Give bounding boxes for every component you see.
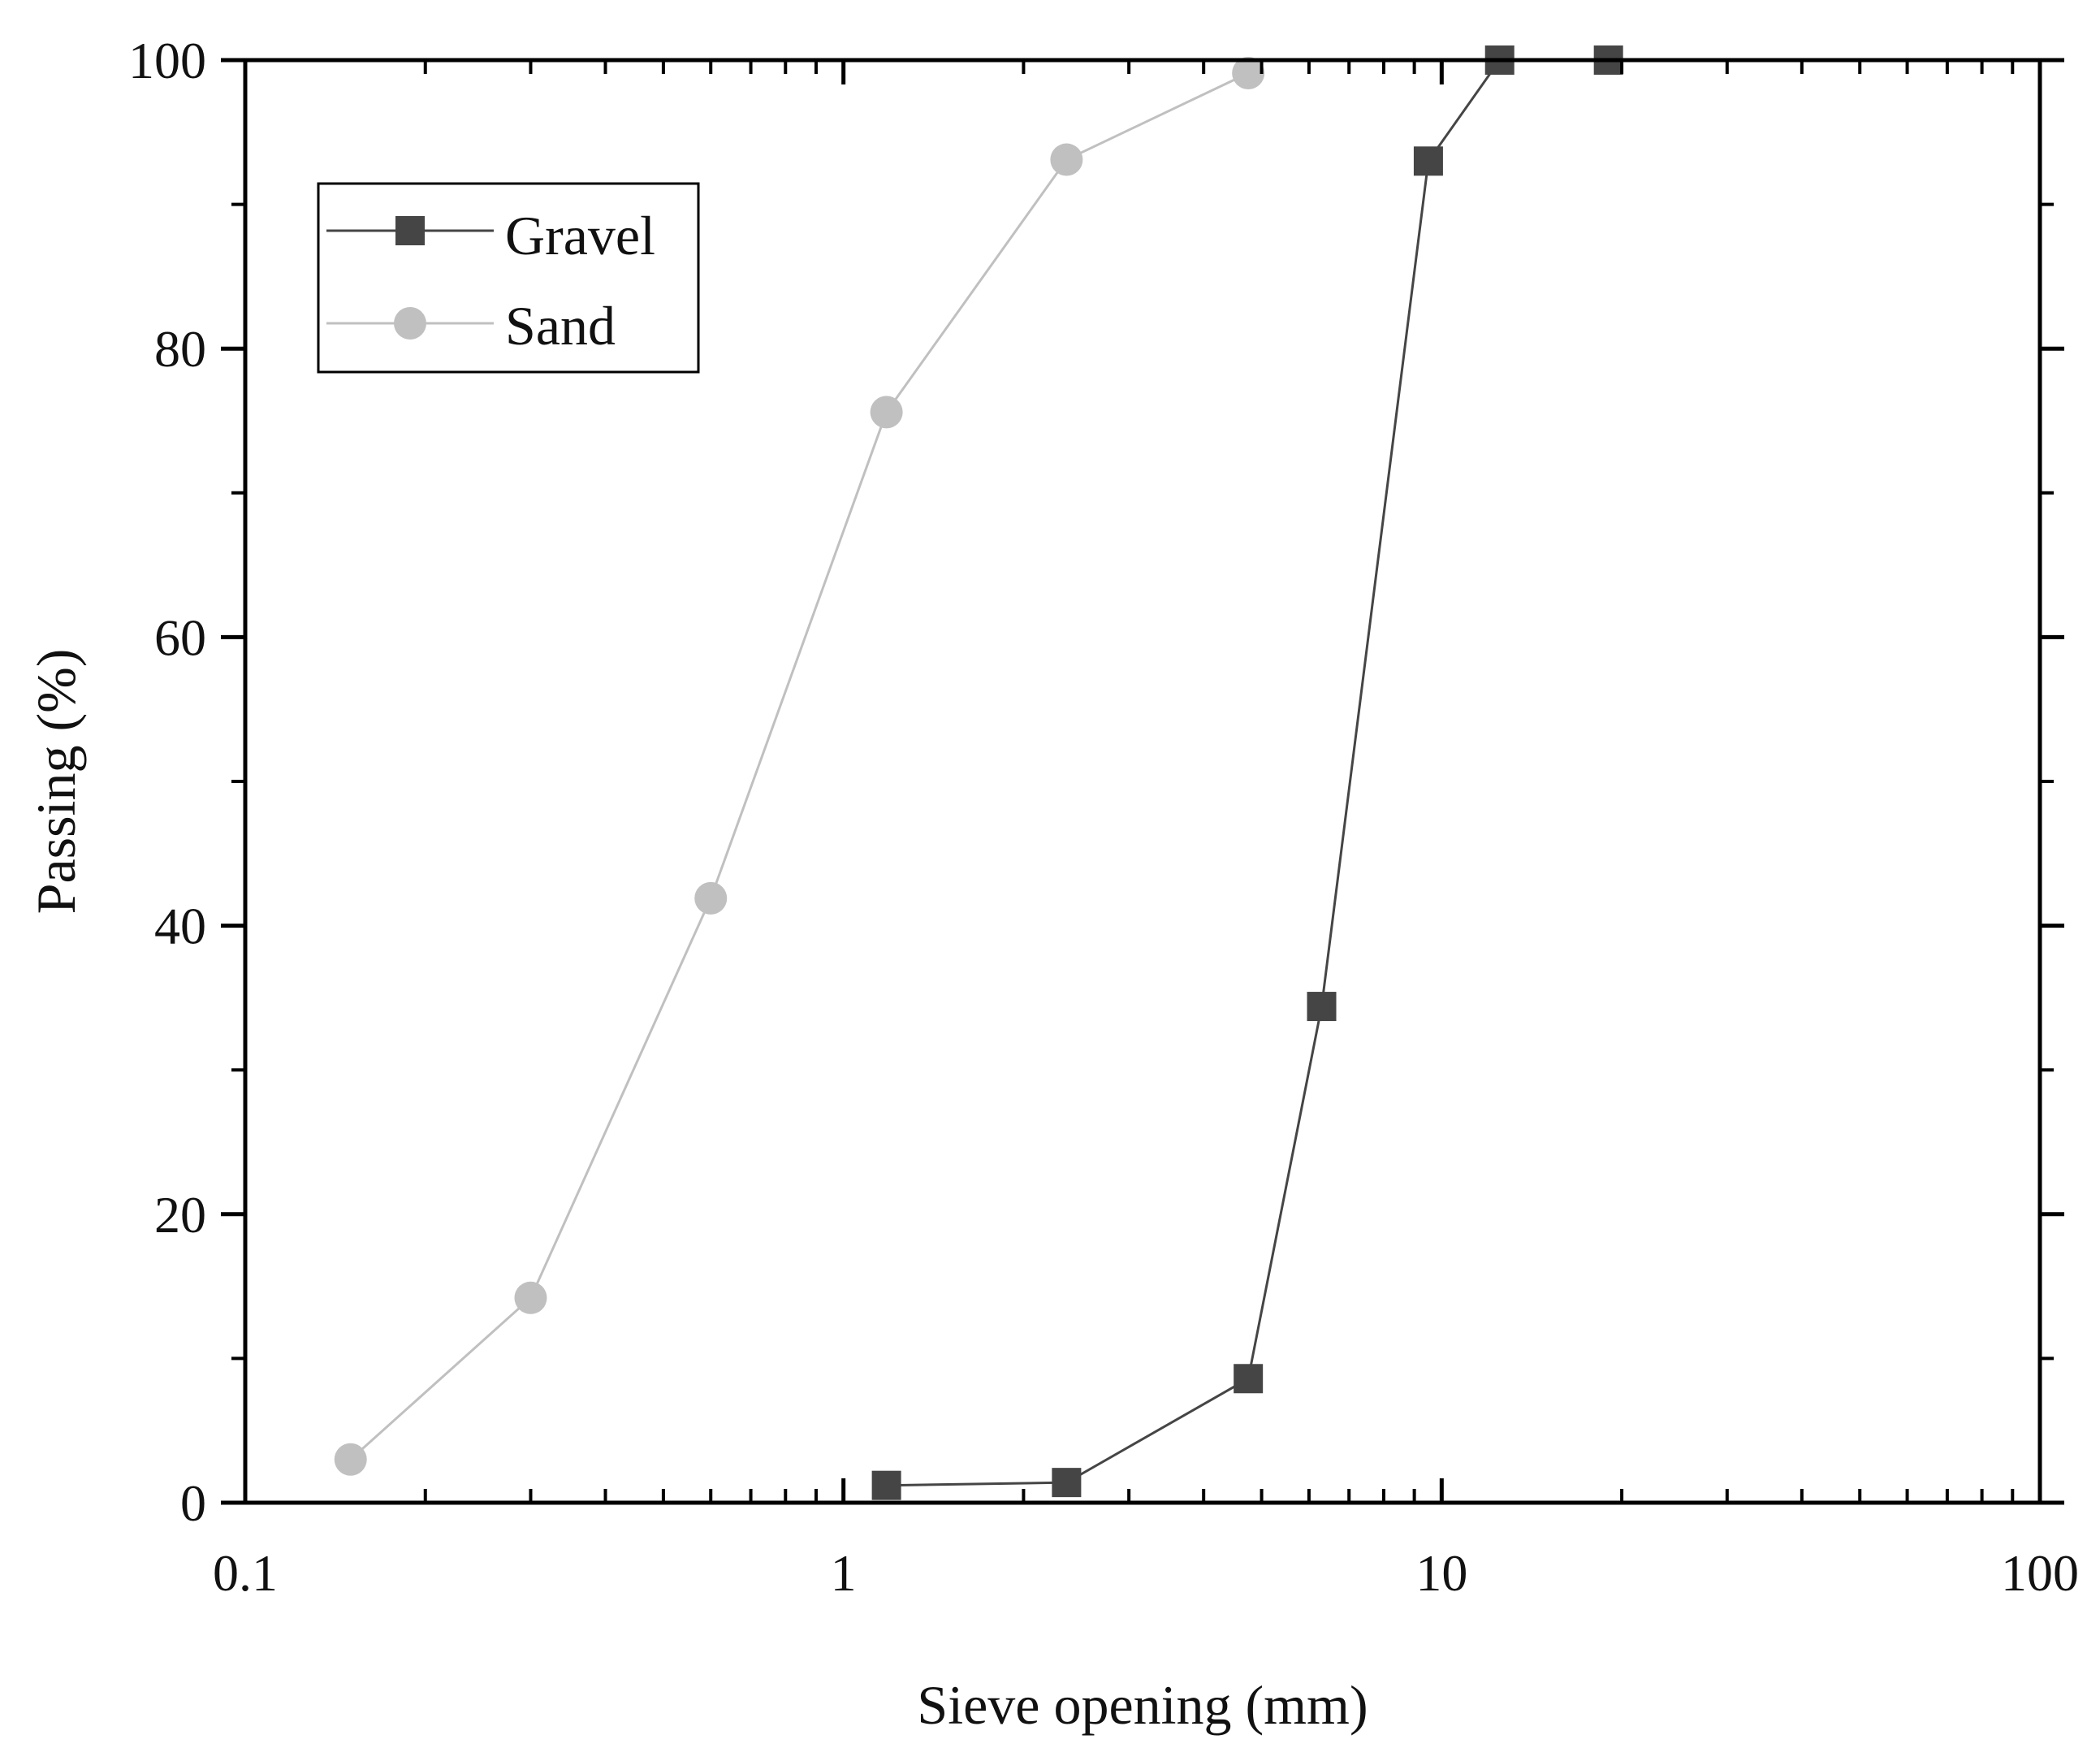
x-tick-label: 10 [1415,1544,1467,1602]
x-tick-label: 100 [2001,1544,2079,1602]
data-point-sand [1232,56,1265,89]
data-point-gravel [871,1470,901,1500]
legend-marker-gravel [395,216,425,245]
legend-marker-sand [394,307,426,340]
ticks-layer [221,58,2064,1505]
legend-label-sand: Sand [505,295,616,357]
data-point-sand [334,1443,367,1476]
legend: Gravel Sand [317,182,700,374]
y-tick-label: 20 [154,1186,206,1244]
data-point-gravel [1052,1468,1082,1498]
y-tick-label: 100 [128,32,206,89]
y-axis-title: Passing (%) [25,649,87,915]
data-point-sand [870,396,903,429]
data-point-sand [1050,143,1083,176]
y-tick-label: 80 [154,320,206,378]
data-point-sand [514,1281,547,1314]
x-tick-label: 1 [831,1544,857,1602]
data-point-gravel [1307,992,1337,1022]
data-point-gravel [1413,146,1443,176]
y-tick-label: 40 [154,898,206,955]
y-tick-label: 60 [154,608,206,666]
data-point-sand [694,881,728,915]
data-point-gravel [1234,1364,1264,1394]
tick-labels-layer: 0.1 1 10 100 0 20 40 60 80 100 [128,32,2079,1602]
legend-label-gravel: Gravel [505,205,655,266]
legend-box [317,182,700,374]
x-tick-label: 0.1 [213,1544,278,1602]
series-line-sand [349,71,1249,1460]
x-axis-title: Sieve opening (mm) [917,1674,1368,1736]
y-tick-label: 0 [180,1474,206,1532]
